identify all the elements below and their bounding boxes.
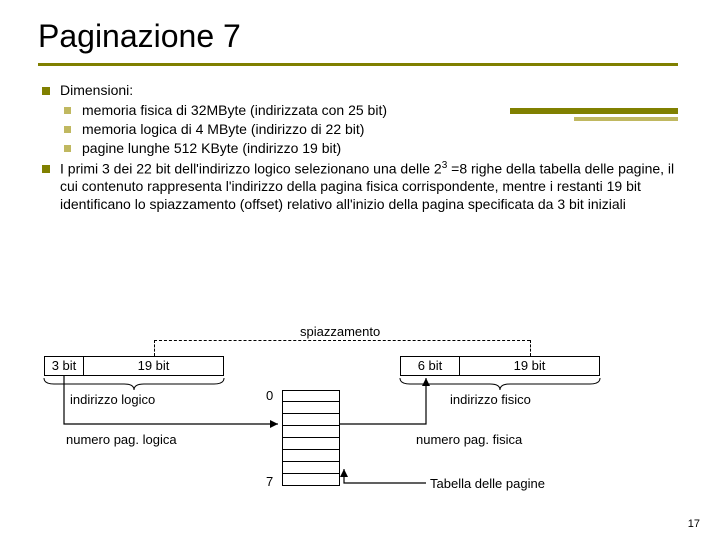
- content-area: Dimensioni: memoria fisica di 32MByte (i…: [0, 66, 720, 214]
- label-numero-pag-fisica: numero pag. fisica: [416, 432, 522, 447]
- sub-bullet: memoria logica di 4 MByte (indirizzo di …: [60, 121, 678, 139]
- slide-title: Paginazione 7: [38, 18, 720, 55]
- label-tabella-pagine: Tabella delle pagine: [430, 476, 545, 491]
- box-3bit: 3 bit: [44, 356, 84, 376]
- table-index-0: 0: [266, 388, 273, 403]
- sub-bullet: pagine lunghe 512 KByte (indirizzo 19 bi…: [60, 140, 678, 158]
- bullet-dimensioni: Dimensioni: memoria fisica di 32MByte (i…: [38, 82, 678, 158]
- table-index-7: 7: [266, 474, 273, 489]
- sub-bullet: memoria fisica di 32MByte (indirizzata c…: [60, 102, 678, 120]
- page-table: [282, 390, 340, 486]
- box-19bit-right: 19 bit: [460, 356, 600, 376]
- diagram: spiazzamento 3 bit 19 bit indirizzo logi…: [0, 324, 720, 540]
- page-number: 17: [688, 518, 700, 530]
- bullet-description: I primi 3 dei 22 bit dell'indirizzo logi…: [38, 160, 678, 214]
- box-19bit-left: 19 bit: [84, 356, 224, 376]
- box-6bit: 6 bit: [400, 356, 460, 376]
- label-numero-pag-logica: numero pag. logica: [66, 432, 177, 447]
- label-spiazzamento: spiazzamento: [300, 324, 380, 339]
- label-indirizzo-fisico: indirizzo fisico: [450, 392, 531, 407]
- bullet-text: Dimensioni:: [60, 82, 133, 98]
